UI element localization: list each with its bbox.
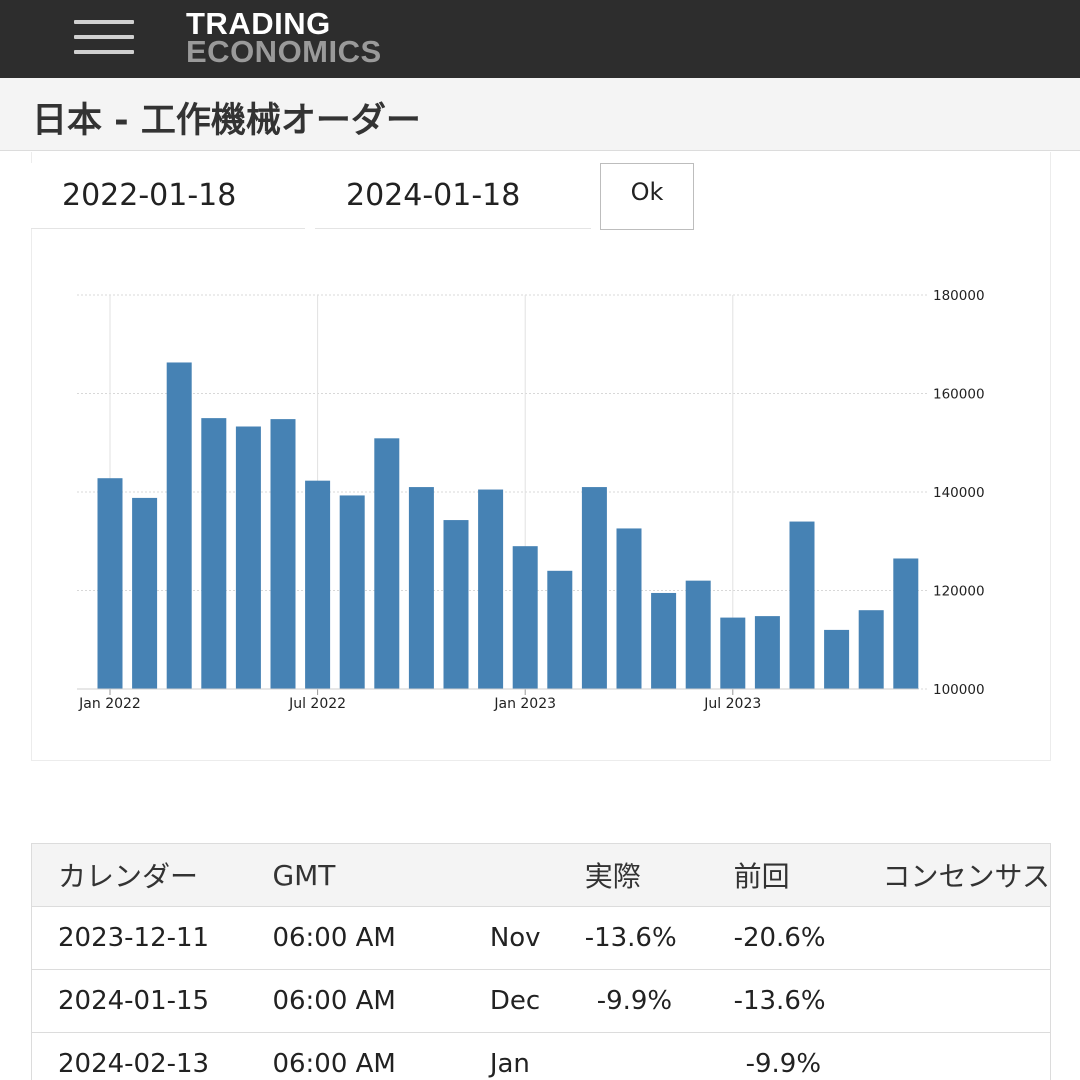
row-consensus <box>882 906 1050 970</box>
chart-bar <box>893 558 919 689</box>
header-actual: 実際 <box>584 843 734 907</box>
end-date-input[interactable] <box>315 163 591 229</box>
row-reference: Dec <box>489 969 585 1033</box>
chart-bar <box>616 528 642 689</box>
chart-bar <box>651 592 677 689</box>
page-title: 日本 - 工作機械オーダー <box>32 101 421 141</box>
chart-bar <box>166 362 192 689</box>
chart-bar <box>374 438 400 689</box>
row-actual: -13.6% <box>584 906 734 970</box>
chart-bar <box>581 487 607 689</box>
row-time: 06:00 AM <box>272 1032 490 1080</box>
row-previous: -13.6% <box>733 969 883 1033</box>
menu-line <box>74 50 134 54</box>
y-tick-label: 120000 <box>933 584 985 600</box>
row-time: 06:00 AM <box>272 969 490 1033</box>
logo-line-2: ECONOMICS <box>186 34 382 69</box>
chart-bar <box>270 419 296 689</box>
row-date: 2023-12-11 <box>32 906 273 970</box>
chart-bar <box>97 478 123 689</box>
top-navigation-bar: TRADING ECONOMICS <box>0 0 1080 78</box>
chart-bar <box>754 616 780 689</box>
header-previous: 前回 <box>733 843 883 907</box>
header-consensus: コンセンサス <box>882 843 1050 907</box>
header-gmt: GMT <box>272 843 490 907</box>
chart-bar <box>339 495 365 689</box>
menu-line <box>74 35 134 39</box>
chart-bar <box>789 521 815 689</box>
x-tick-label: Jul 2022 <box>288 696 346 712</box>
chart-bar <box>443 520 469 689</box>
title-bar: 日本 - 工作機械オーダー <box>0 78 1080 151</box>
y-tick-label: 180000 <box>933 288 985 304</box>
x-tick-label: Jul 2023 <box>703 696 761 712</box>
calendar-table-container[interactable]: カレンダー GMT 実際 前回 コンセンサス 2023-12-11 06:00 … <box>31 843 1051 1080</box>
y-tick-label: 100000 <box>933 682 985 698</box>
calendar-table: カレンダー GMT 実際 前回 コンセンサス 2023-12-11 06:00 … <box>32 843 1050 1080</box>
row-consensus <box>882 1032 1050 1080</box>
trading-economics-logo[interactable]: TRADING ECONOMICS <box>186 6 382 69</box>
chart-bar <box>408 487 434 689</box>
table-row: 2024-01-15 06:00 AM Dec -9.9% -13.6% <box>32 969 1050 1033</box>
y-tick-label: 160000 <box>933 387 985 403</box>
x-tick-label: Jan 2023 <box>493 696 556 712</box>
chart-bar <box>305 480 331 689</box>
chart-bar <box>858 610 884 689</box>
row-time: 06:00 AM <box>272 906 490 970</box>
chart-bar <box>512 546 538 689</box>
table-row: 2024-02-13 06:00 AM Jan -9.9% <box>32 1032 1050 1080</box>
logo-line-1: TRADING <box>186 6 331 41</box>
chart-bar <box>132 497 158 689</box>
y-tick-label: 140000 <box>933 485 985 501</box>
bar-chart: 100000 120000 140000 160000 180000 Jan 2022 Ju… <box>77 288 985 712</box>
menu-line <box>74 20 134 24</box>
table-row: 2023-12-11 06:00 AM Nov -13.6% -20.6% <box>32 906 1050 970</box>
header-calendar: カレンダー <box>32 843 273 907</box>
row-previous: -20.6% <box>733 906 883 970</box>
calendar-header-row: カレンダー GMT 実際 前回 コンセンサス <box>32 843 1050 907</box>
chart-bar <box>547 570 573 689</box>
row-actual <box>584 1032 734 1080</box>
row-reference: Nov <box>489 906 585 970</box>
chart-bar <box>685 580 711 689</box>
header-reference <box>489 843 585 907</box>
chart-bar <box>824 629 850 689</box>
chart-bar <box>478 489 504 689</box>
row-reference: Jan <box>489 1032 585 1080</box>
chart-bar <box>201 418 227 689</box>
x-tick-label: Jan 2022 <box>78 696 141 712</box>
start-date-input[interactable] <box>31 163 305 229</box>
chart-bar <box>235 426 261 689</box>
row-previous: -9.9% <box>733 1032 883 1080</box>
row-date: 2024-02-13 <box>32 1032 273 1080</box>
ok-button[interactable]: Ok <box>600 163 694 230</box>
hamburger-menu-icon[interactable] <box>74 18 134 56</box>
row-date: 2024-01-15 <box>32 969 273 1033</box>
row-actual: -9.9% <box>584 969 734 1033</box>
row-consensus <box>882 969 1050 1033</box>
chart-bar <box>720 617 746 689</box>
